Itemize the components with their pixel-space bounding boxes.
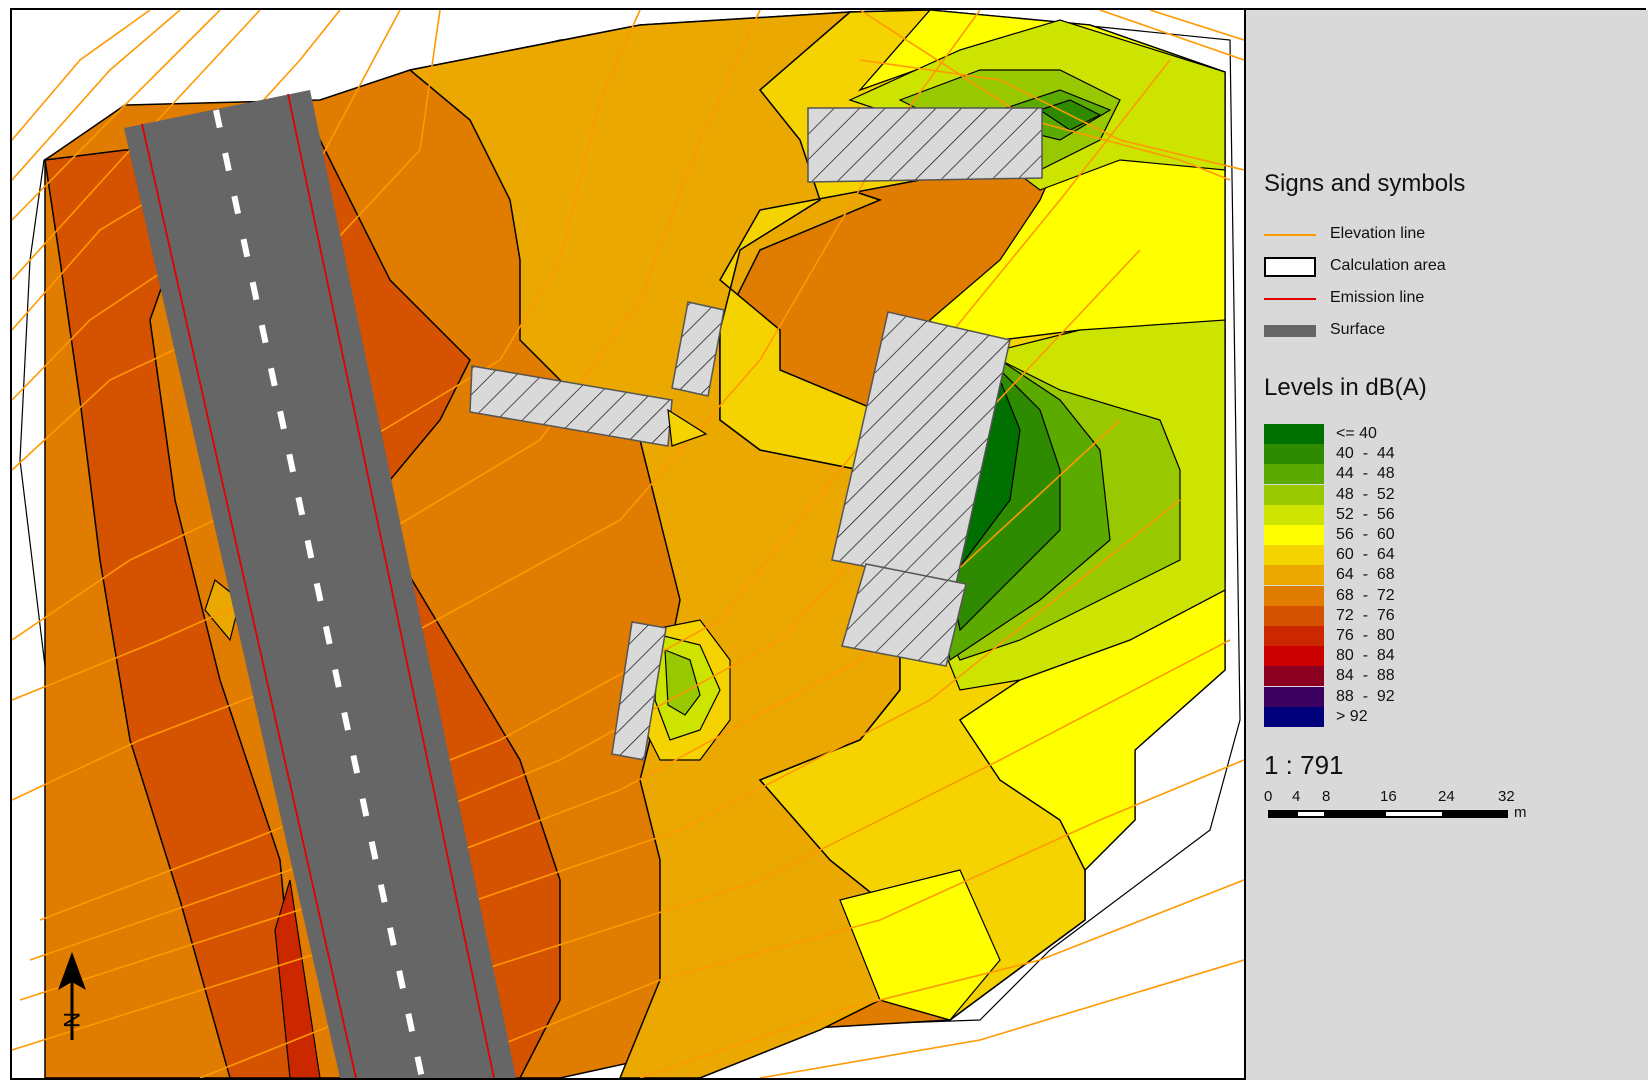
scale-tick-label: 0 bbox=[1264, 788, 1273, 805]
level-band-swatch bbox=[1264, 666, 1324, 687]
level-band-label: > 92 bbox=[1336, 707, 1368, 725]
level-band-swatch bbox=[1264, 444, 1324, 465]
level-band-label: 80 - 84 bbox=[1336, 647, 1395, 665]
level-band-swatch bbox=[1264, 646, 1324, 667]
legend-panel: Signs and symbols Elevation line Calculat… bbox=[1244, 10, 1648, 1080]
level-band: 52 - 56 bbox=[1264, 504, 1464, 525]
scale-unit: m bbox=[1514, 804, 1527, 821]
building-nw[interactable] bbox=[469, 365, 673, 447]
road-center-dashes bbox=[213, 109, 425, 1078]
building-east-lower[interactable] bbox=[841, 563, 967, 667]
level-band-swatch bbox=[1264, 424, 1324, 444]
legend-symbol-label: Emission line bbox=[1330, 289, 1425, 306]
scale-tick-label: 24 bbox=[1438, 788, 1455, 805]
level-band-label: 84 - 88 bbox=[1336, 667, 1395, 685]
north-arrow: N bbox=[58, 952, 86, 1040]
level-band-swatch bbox=[1264, 605, 1324, 626]
level-band-swatch bbox=[1264, 706, 1324, 727]
contour-band-76-80 bbox=[274, 879, 321, 1078]
level-band: 56 - 60 bbox=[1264, 525, 1464, 545]
legend-symbol-swatch bbox=[1264, 298, 1316, 300]
level-band-label: <= 40 bbox=[1336, 425, 1377, 442]
legend-symbol-label: Calculation area bbox=[1330, 257, 1446, 274]
level-band-label: 56 - 60 bbox=[1336, 526, 1395, 543]
level-band-swatch bbox=[1264, 525, 1324, 545]
level-band: 84 - 88 bbox=[1264, 666, 1464, 687]
level-band-label: 72 - 76 bbox=[1336, 606, 1395, 624]
legend-symbol-swatch bbox=[1264, 325, 1316, 337]
emission-line-east bbox=[287, 93, 495, 1078]
scale-bar-segment bbox=[1298, 812, 1324, 816]
emission-line-west bbox=[141, 123, 357, 1078]
legend-symbol-label: Elevation line bbox=[1330, 225, 1426, 242]
legend-symbol-swatch bbox=[1264, 257, 1316, 277]
level-band: > 92 bbox=[1264, 706, 1464, 727]
scale-tick-label: 8 bbox=[1322, 788, 1331, 805]
level-band-label: 48 - 52 bbox=[1336, 485, 1395, 503]
scale-tick-label: 16 bbox=[1380, 788, 1397, 805]
level-band-swatch bbox=[1264, 464, 1324, 485]
signs-title: Signs and symbols bbox=[1264, 170, 1466, 197]
level-band-swatch bbox=[1264, 585, 1324, 606]
small-triangle-feature bbox=[667, 408, 708, 447]
north-arrow-icon bbox=[58, 952, 86, 990]
level-band: 80 - 84 bbox=[1264, 646, 1464, 667]
level-band-label: 60 - 64 bbox=[1336, 546, 1395, 564]
scale-tick-label: 32 bbox=[1498, 788, 1515, 805]
level-band-swatch bbox=[1264, 686, 1324, 707]
level-band-swatch bbox=[1264, 504, 1324, 525]
building-small-north[interactable] bbox=[671, 301, 725, 397]
contour-band-56-60-sw bbox=[839, 869, 1001, 1021]
level-band-swatch bbox=[1264, 565, 1324, 586]
level-band-label: 64 - 68 bbox=[1336, 566, 1395, 584]
north-arrow-label: N bbox=[59, 1012, 84, 1028]
level-band-swatch bbox=[1264, 545, 1324, 566]
level-band: 60 - 64 bbox=[1264, 545, 1464, 566]
road-surface bbox=[124, 90, 516, 1078]
noise-map[interactable]: N bbox=[0, 0, 1244, 1080]
level-band: 68 - 72 bbox=[1264, 585, 1464, 606]
scale-ratio: 1 : 791 bbox=[1264, 750, 1344, 780]
level-band: 40 - 44 bbox=[1264, 444, 1464, 465]
legend-symbol-emission-line: Emission line bbox=[1264, 288, 1564, 310]
legend-symbol-calculation-area: Calculation area bbox=[1264, 256, 1564, 278]
level-band-label: 52 - 56 bbox=[1336, 505, 1395, 523]
level-band-label: 88 - 92 bbox=[1336, 687, 1395, 705]
building-north[interactable] bbox=[807, 107, 1043, 183]
level-band-swatch bbox=[1264, 626, 1324, 646]
level-band: 44 - 48 bbox=[1264, 464, 1464, 485]
legend-symbol-swatch bbox=[1264, 234, 1316, 236]
level-band: 64 - 68 bbox=[1264, 565, 1464, 586]
level-band: 88 - 92 bbox=[1264, 686, 1464, 707]
level-band-label: 44 - 48 bbox=[1336, 465, 1395, 483]
levels-title: Levels in dB(A) bbox=[1264, 374, 1427, 401]
level-band: 76 - 80 bbox=[1264, 626, 1464, 646]
scale-bar bbox=[1268, 810, 1508, 818]
level-band: 72 - 76 bbox=[1264, 605, 1464, 626]
level-band-label: 68 - 72 bbox=[1336, 586, 1395, 604]
level-band: 48 - 52 bbox=[1264, 484, 1464, 505]
level-band-label: 40 - 44 bbox=[1336, 445, 1395, 463]
level-band-label: 76 - 80 bbox=[1336, 627, 1395, 644]
scale-bar-segment bbox=[1386, 812, 1442, 816]
scale-tick-label: 4 bbox=[1292, 788, 1301, 805]
legend-symbol-label: Surface bbox=[1330, 321, 1386, 338]
level-band: <= 40 bbox=[1264, 424, 1464, 444]
legend-symbol-surface: Surface bbox=[1264, 320, 1564, 342]
legend-symbol-elevation-line: Elevation line bbox=[1264, 224, 1564, 246]
building-south[interactable] bbox=[611, 621, 667, 761]
level-band-swatch bbox=[1264, 484, 1324, 505]
